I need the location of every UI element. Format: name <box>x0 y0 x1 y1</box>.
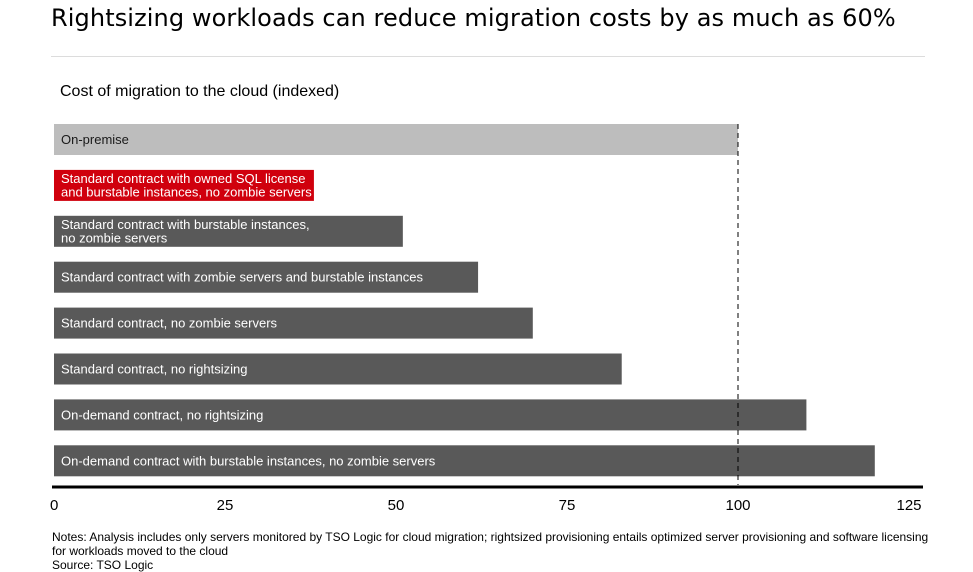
bar-label: On-demand contract with burstable instan… <box>61 453 436 468</box>
x-tick-label: 0 <box>50 497 58 514</box>
bar-label: Standard contract, no zombie servers <box>61 316 278 331</box>
bar <box>54 215 403 247</box>
bar-chart: On-premise Standard contract with owned S… <box>50 124 923 514</box>
bar-label: and burstable instances, no zombie serve… <box>61 185 312 200</box>
x-tick-label: 100 <box>725 497 750 514</box>
bar <box>54 124 738 155</box>
bar-label: Standard contract with zombie servers an… <box>61 270 424 285</box>
bar <box>54 399 807 431</box>
x-tick-label: 125 <box>896 497 921 514</box>
x-tick-label: 25 <box>217 497 234 514</box>
bar-label: Standard contract, no rightsizing <box>61 362 247 377</box>
chart-title: Rightsizing workloads can reduce migrati… <box>51 4 896 32</box>
bar-label: On-premise <box>61 132 129 147</box>
bar-label: On-demand contract, no rightsizing <box>61 407 263 422</box>
bar-label: no zombie servers <box>61 231 168 246</box>
chart-subtitle: Cost of migration to the cloud (indexed) <box>60 83 340 100</box>
bar-label: Standard contract with burstable instanc… <box>61 217 310 232</box>
bar <box>54 307 533 339</box>
bar-label: Standard contract with owned SQL license <box>61 171 306 186</box>
x-tick-label: 75 <box>559 497 576 514</box>
bar <box>54 353 622 385</box>
x-tick-label: 50 <box>388 497 405 514</box>
bar <box>54 261 479 293</box>
bar <box>54 169 314 201</box>
title-divider <box>51 56 925 57</box>
chart-notes: Notes: Analysis includes only servers mo… <box>52 530 929 558</box>
chart-source: Source: TSO Logic <box>52 558 154 572</box>
